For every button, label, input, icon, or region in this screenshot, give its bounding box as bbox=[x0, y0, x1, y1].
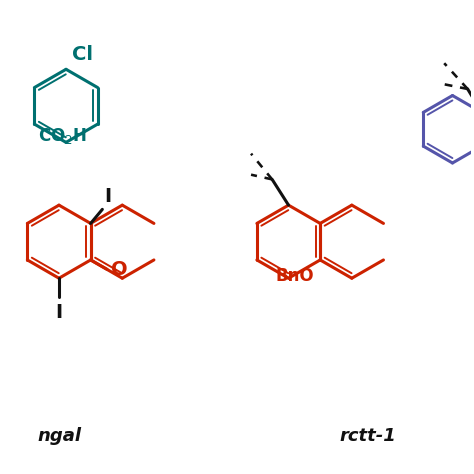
Text: rctt-1: rctt-1 bbox=[340, 428, 397, 446]
Text: I: I bbox=[55, 302, 63, 321]
Text: I: I bbox=[105, 187, 112, 206]
Text: ngal: ngal bbox=[37, 428, 81, 446]
Text: BnO: BnO bbox=[276, 267, 315, 285]
Text: O: O bbox=[111, 260, 128, 279]
Text: Cl: Cl bbox=[72, 45, 92, 64]
Text: CO$_2$H: CO$_2$H bbox=[38, 127, 87, 146]
